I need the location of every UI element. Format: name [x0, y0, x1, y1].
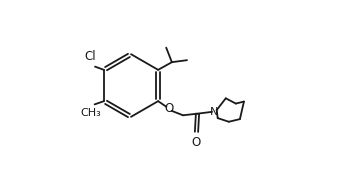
Text: N: N: [209, 107, 218, 117]
Text: O: O: [192, 136, 201, 149]
Text: Cl: Cl: [85, 50, 96, 63]
Text: CH₃: CH₃: [80, 108, 101, 118]
Text: O: O: [165, 102, 174, 115]
